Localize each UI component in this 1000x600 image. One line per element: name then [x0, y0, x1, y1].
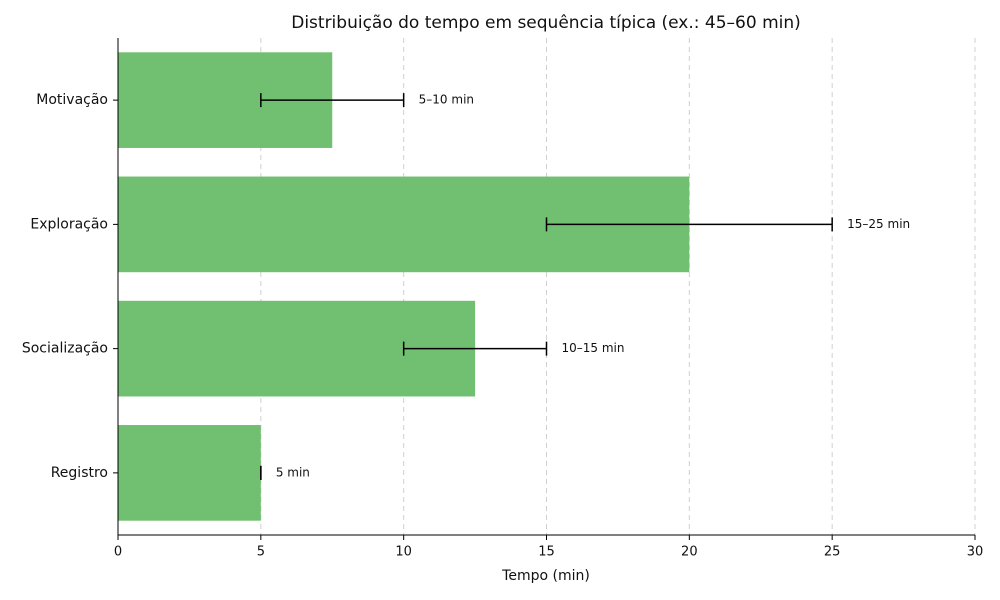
range-annotation: 5 min [276, 465, 310, 479]
y-tick-label: Motivação [36, 92, 108, 108]
x-tick-label: 20 [681, 545, 698, 560]
error-bar [545, 217, 833, 232]
x-tick-label: 30 [967, 545, 984, 560]
range-annotation: 10–15 min [562, 341, 625, 355]
y-tick-label: Socialização [22, 341, 108, 357]
x-tick-label: 0 [114, 545, 122, 560]
error-bar [260, 93, 405, 108]
x-tick-label: 10 [395, 545, 412, 560]
x-tick-label: 5 [257, 545, 265, 560]
chart-title: Distribuição do tempo em sequência típic… [291, 13, 801, 33]
bar [118, 425, 261, 521]
x-tick-label: 25 [824, 545, 841, 560]
x-tick-label: 15 [538, 545, 555, 560]
y-tick-label: Registro [51, 465, 108, 481]
x-axis-label: Tempo (min) [501, 568, 590, 584]
error-bar [402, 341, 548, 356]
y-tick-label: Exploração [30, 216, 108, 232]
range-annotation: 15–25 min [847, 217, 910, 231]
range-annotation: 5–10 min [419, 93, 474, 107]
